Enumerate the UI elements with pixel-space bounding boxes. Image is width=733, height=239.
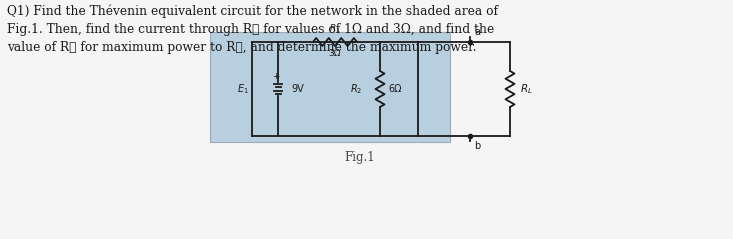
Bar xyxy=(210,32,450,142)
Text: Q1) Find the Thévenin equivalent circuit for the network in the shaded area of
F: Q1) Find the Thévenin equivalent circuit… xyxy=(7,4,498,54)
Text: $E_1$: $E_1$ xyxy=(237,82,249,96)
Text: $R_L$: $R_L$ xyxy=(520,82,533,96)
Text: 3Ω: 3Ω xyxy=(328,49,342,58)
Text: 9V: 9V xyxy=(291,84,303,94)
Text: $R_2$: $R_2$ xyxy=(350,82,362,96)
Text: +: + xyxy=(272,71,280,81)
Text: Fig.1: Fig.1 xyxy=(345,151,375,164)
Text: $R_1$: $R_1$ xyxy=(329,22,341,35)
Text: a: a xyxy=(474,27,480,37)
Text: 6Ω: 6Ω xyxy=(388,84,402,94)
Text: b: b xyxy=(474,141,480,151)
